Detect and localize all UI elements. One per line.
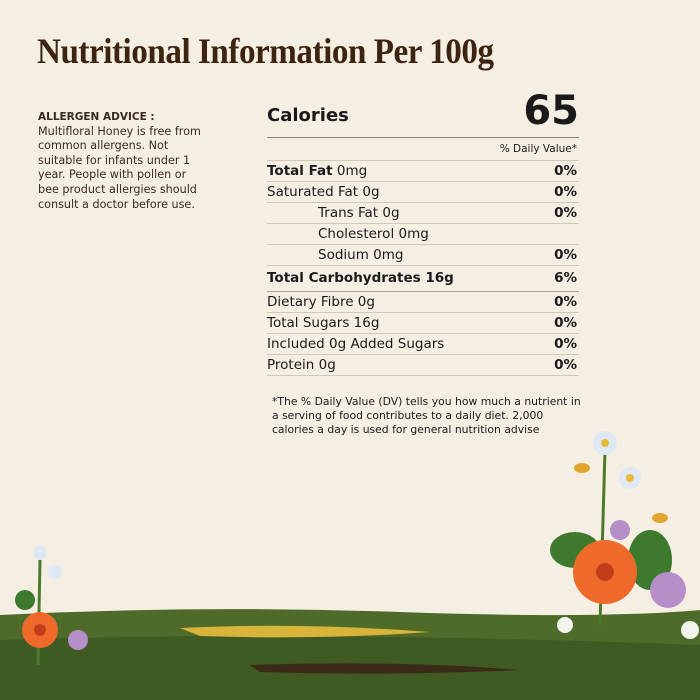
- nutrient-daily-value: 0%: [554, 294, 577, 310]
- nutrient-row: Included 0g Added Sugars 0%: [267, 334, 579, 355]
- nutrient-name: Sodium 0mg: [318, 247, 404, 263]
- nutrient-daily-value: 0%: [554, 315, 577, 331]
- left-flowers: [15, 546, 88, 666]
- allergen-heading: ALLERGEN ADVICE :: [38, 111, 155, 123]
- nutrient-row: Total Carbohydrates 16g 6%: [267, 266, 579, 292]
- page-title: Nutritional Information Per 100g: [37, 31, 494, 71]
- nutrient-row: Dietary Fibre 0g 0%: [267, 292, 579, 313]
- bee-icon: [574, 463, 590, 473]
- calories-label: Calories: [267, 105, 349, 126]
- calories-value: 65: [523, 88, 579, 134]
- nutrient-name-bold: Total Fat: [267, 163, 333, 179]
- nutrient-name: Trans Fat 0g: [318, 205, 400, 221]
- nutrient-name: Total Sugars 16g: [267, 315, 380, 331]
- nutrient-row: Sodium 0mg 0%: [267, 245, 579, 266]
- right-flowers: [550, 431, 699, 639]
- honey-streak: [180, 625, 430, 638]
- nutrient-daily-value: 6%: [554, 270, 577, 286]
- nutrient-daily-value: 0%: [554, 336, 577, 352]
- nutrient-name: Cholesterol 0mg: [318, 226, 429, 242]
- nutrient-name: Protein 0g: [267, 357, 336, 373]
- nutrient-daily-value: 0%: [554, 247, 577, 263]
- nutrient-daily-value: 0%: [554, 357, 577, 373]
- daily-value-header: % Daily Value*: [267, 138, 579, 161]
- nutrient-daily-value: 0%: [554, 163, 577, 179]
- nutrient-daily-value: 0%: [554, 205, 577, 221]
- nutrition-facts-table: Calories 65 % Daily Value* Total Fat 0mg…: [267, 88, 579, 376]
- nutrient-row: Total Fat 0mg 0%: [267, 161, 579, 182]
- footnote: *The % Daily Value (DV) tells you how mu…: [272, 395, 581, 436]
- allergen-advice: ALLERGEN ADVICE : Multifloral Honey is f…: [38, 110, 208, 212]
- nutrient-row: Trans Fat 0g 0%: [267, 203, 579, 224]
- nutrient-row: Cholesterol 0mg: [267, 224, 579, 245]
- allergen-text: Multifloral Honey is free from common al…: [38, 124, 201, 211]
- nutrient-name-bold: Total Carbohydrates 16g: [267, 270, 454, 286]
- calories-row: Calories 65: [267, 88, 579, 138]
- nutrient-daily-value: 0%: [554, 184, 577, 200]
- nutrient-row: Saturated Fat 0g 0%: [267, 182, 579, 203]
- nutrient-name: Dietary Fibre 0g: [267, 294, 375, 310]
- nutrient-name: 0mg: [332, 163, 368, 179]
- soil-streak: [250, 663, 520, 674]
- nutrient-name: Included 0g Added Sugars: [267, 336, 445, 352]
- bee-icon: [652, 513, 668, 523]
- nutrient-name: Saturated Fat 0g: [267, 184, 380, 200]
- nutrient-row: Total Sugars 16g 0%: [267, 313, 579, 334]
- nutrient-row: Protein 0g 0%: [267, 355, 579, 376]
